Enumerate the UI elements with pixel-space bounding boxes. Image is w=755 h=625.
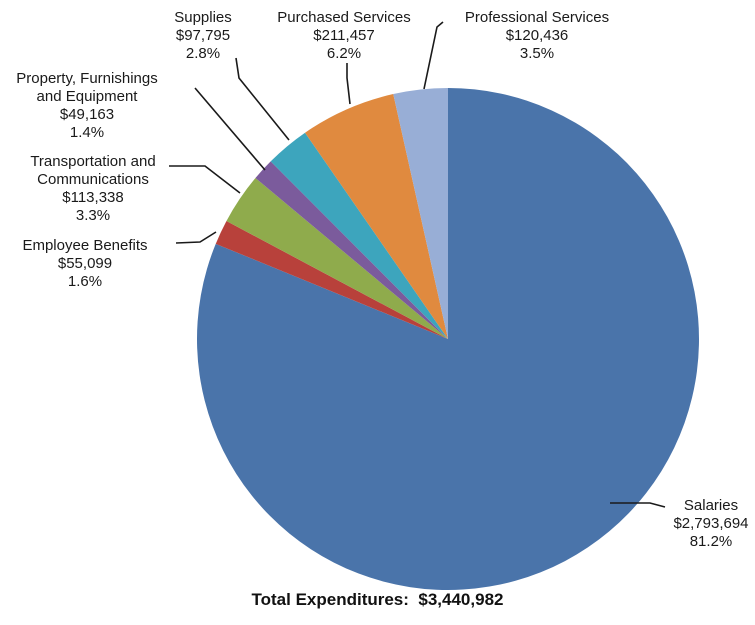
pie-slice-salaries [197, 88, 700, 590]
slice-label-professional-services: Professional Services $120,436 3.5% [465, 9, 609, 62]
pie-slice-property-furnishings-and-equipment [255, 161, 448, 339]
slice-label-employee-benefits: Employee Benefits $55,099 1.6% [22, 237, 147, 290]
leader-line-professional-services [423, 21, 444, 90]
slice-label-purchased-services: Purchased Services $211,457 6.2% [277, 9, 410, 62]
pie-slices [197, 88, 700, 590]
total-label: Total Expenditures: [251, 590, 409, 609]
slice-label-supplies: Supplies $97,795 2.8% [174, 9, 232, 62]
pie-slice-purchased-services [305, 94, 448, 339]
slice-label-salaries: Salaries $2,793,694 81.2% [673, 497, 748, 550]
pie-slice-transportation-and-communications [226, 177, 448, 339]
pie-slice-professional-services [393, 88, 448, 339]
leader-line-purchased-services [346, 63, 351, 105]
pie-slice-employee-benefits [215, 220, 448, 339]
leader-line-property-furnishings-and-equipment [194, 87, 266, 171]
leader-line-supplies [235, 57, 290, 141]
pie-slice-supplies [270, 132, 448, 339]
leader-line-employee-benefits [175, 231, 217, 244]
leader-line-transportation-and-communications [169, 165, 241, 194]
leader-line-salaries [610, 502, 666, 508]
total-expenditures: Total Expenditures: $3,440,982 [0, 590, 755, 610]
total-value: $3,440,982 [418, 590, 504, 609]
slice-labels: Salaries $2,793,694 81.2% Employee Benefits… [16, 9, 748, 550]
slice-label-transportation-and-communications: Transportation and Communications $113,338… [30, 153, 155, 224]
leader-lines [169, 21, 666, 508]
slice-label-property-furnishings-and-equipment: Property, Furnishings and Equipment $49,16… [16, 70, 157, 141]
